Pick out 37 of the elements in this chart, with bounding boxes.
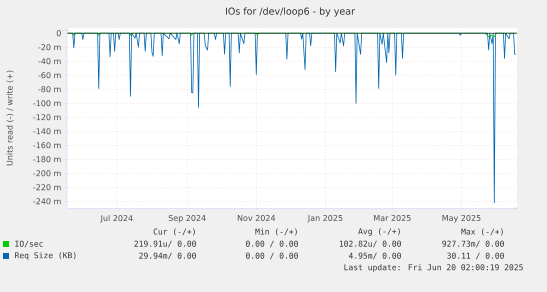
- legend-label: Req Size (KB): [15, 252, 76, 260]
- y-tick-label: -20 m: [38, 44, 61, 50]
- y-tick-label: -220 m: [33, 184, 61, 190]
- y-tick-label: -160 m: [33, 142, 61, 148]
- text: Last update: Fri Jun 20 02:00:19 2025: [344, 264, 523, 272]
- text: 927.73m/ 0.00: [442, 240, 504, 248]
- y-axis-title: Units read (-) / write (+): [6, 70, 14, 166]
- text: 4.95m/ 0.00: [348, 252, 401, 260]
- y-tick-label: -120 m: [33, 114, 61, 120]
- text: 0.00 / 0.00: [246, 240, 298, 248]
- x-tick-label: Mar 2025: [374, 214, 411, 221]
- text: 29.94m/ 0.00: [139, 252, 196, 260]
- x-tick-label: May 2025: [442, 214, 480, 223]
- y-tick-label: -80 m: [38, 86, 61, 92]
- y-tick-label: -200 m: [33, 170, 61, 176]
- x-tick-label: Jan 2025: [307, 214, 342, 222]
- y-tick-label: -40 m: [38, 58, 61, 64]
- y-tick-label: -140 m: [33, 128, 61, 134]
- x-tick-label: Jul 2024: [100, 214, 133, 223]
- text: 0.00 / 0.00: [246, 252, 298, 260]
- text: Min (-/+): [255, 228, 297, 236]
- legend-label: IO/sec: [15, 240, 43, 248]
- text: 219.91u/ 0.00: [134, 240, 196, 248]
- y-tick-label: 0: [56, 30, 61, 36]
- y-tick-label: -180 m: [33, 156, 61, 162]
- y-tick-label: -60 m: [38, 72, 61, 78]
- text: Max (-/+): [461, 228, 503, 236]
- line-series: [68, 32, 516, 204]
- chart-title: IOs for /dev/loop6 - by year: [226, 7, 355, 17]
- y-tick-label: -100 m: [33, 100, 61, 106]
- x-tick-label: Sep 2024: [168, 214, 206, 223]
- text: 30.11 / 0.00: [447, 252, 504, 260]
- y-tick-label: -240 m: [33, 198, 61, 204]
- text: Avg (-/+): [358, 228, 400, 236]
- text: Cur (-/+): [154, 228, 195, 236]
- x-tick-label: Nov 2024: [238, 214, 276, 221]
- text: 102.82u/ 0.00: [340, 240, 401, 248]
